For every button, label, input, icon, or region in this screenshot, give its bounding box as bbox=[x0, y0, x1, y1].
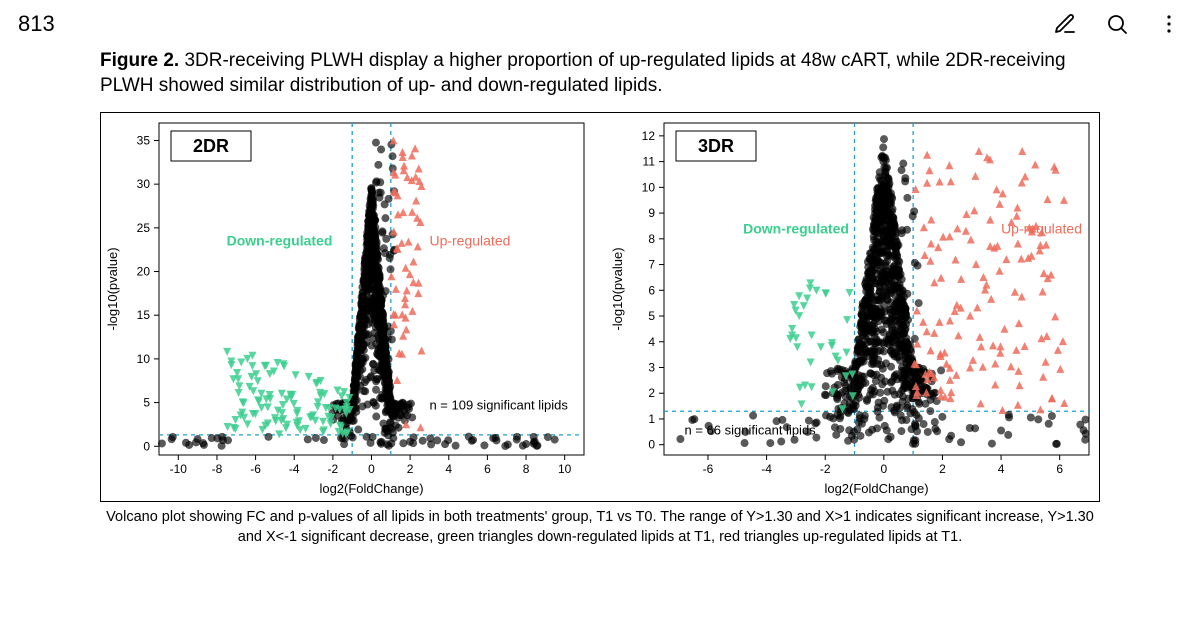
svg-text:3DR: 3DR bbox=[698, 136, 734, 156]
svg-text:0: 0 bbox=[880, 462, 887, 476]
svg-text:-6: -6 bbox=[250, 462, 261, 476]
svg-text:-log10(pvalue): -log10(pvalue) bbox=[610, 248, 625, 331]
volcano-plot-2dr: -10 -8 -6 -4 -2 0 2 4 6 8 10 0 5 10 15 20 25 30 35 log2(Fol… bbox=[101, 113, 594, 501]
svg-text:0: 0 bbox=[143, 439, 150, 453]
plot-left: -10 -8 -6 -4 -2 0 2 4 6 8 10 0 5 10 15 20 25 30 35 log2(Fol… bbox=[101, 113, 594, 501]
svg-text:2DR: 2DR bbox=[193, 136, 229, 156]
svg-text:Down-regulated: Down-regulated bbox=[227, 232, 333, 248]
svg-text:35: 35 bbox=[137, 134, 151, 148]
svg-text:n = 109 significant lipids: n = 109 significant lipids bbox=[429, 398, 568, 413]
svg-text:8: 8 bbox=[523, 462, 530, 476]
svg-text:2: 2 bbox=[648, 386, 655, 400]
svg-text:-2: -2 bbox=[328, 462, 339, 476]
svg-text:4: 4 bbox=[998, 462, 1005, 476]
svg-text:4: 4 bbox=[648, 335, 655, 349]
more-icon[interactable] bbox=[1156, 11, 1182, 37]
svg-text:20: 20 bbox=[137, 265, 151, 279]
svg-text:log2(FoldChange): log2(FoldChange) bbox=[824, 481, 928, 496]
svg-text:-8: -8 bbox=[212, 462, 223, 476]
svg-text:15: 15 bbox=[137, 308, 151, 322]
svg-text:Up-regulated: Up-regulated bbox=[1001, 221, 1082, 237]
svg-text:2: 2 bbox=[407, 462, 414, 476]
svg-text:log2(FoldChange): log2(FoldChange) bbox=[319, 481, 423, 496]
svg-text:25: 25 bbox=[137, 221, 151, 235]
svg-text:8: 8 bbox=[648, 232, 655, 246]
svg-text:10: 10 bbox=[137, 352, 151, 366]
svg-text:Down-regulated: Down-regulated bbox=[743, 221, 849, 237]
svg-text:1: 1 bbox=[648, 412, 655, 426]
svg-text:0: 0 bbox=[368, 462, 375, 476]
topbar-actions bbox=[1052, 11, 1182, 37]
search-icon[interactable] bbox=[1104, 11, 1130, 37]
svg-text:-4: -4 bbox=[289, 462, 300, 476]
svg-text:4: 4 bbox=[445, 462, 452, 476]
svg-text:10: 10 bbox=[642, 180, 656, 194]
figure-caption: Volcano plot showing FC and p-values of … bbox=[100, 508, 1100, 547]
svg-text:12: 12 bbox=[642, 129, 656, 143]
svg-text:-6: -6 bbox=[703, 462, 714, 476]
figure-label: Figure 2. bbox=[100, 50, 179, 71]
svg-text:2: 2 bbox=[939, 462, 946, 476]
svg-text:6: 6 bbox=[484, 462, 491, 476]
svg-text:5: 5 bbox=[143, 396, 150, 410]
topbar: 813 bbox=[0, 0, 1200, 44]
svg-text:0: 0 bbox=[648, 438, 655, 452]
svg-text:-log10(pvalue): -log10(pvalue) bbox=[105, 248, 120, 331]
svg-text:3: 3 bbox=[648, 361, 655, 375]
svg-text:6: 6 bbox=[648, 283, 655, 297]
svg-text:-2: -2 bbox=[820, 462, 831, 476]
figure-title-text: 3DR-receiving PLWH display a higher prop… bbox=[100, 50, 1066, 96]
svg-text:Up-regulated: Up-regulated bbox=[429, 232, 510, 248]
svg-text:n = 66 significant lipids: n = 66 significant lipids bbox=[685, 423, 817, 438]
svg-text:30: 30 bbox=[137, 177, 151, 191]
svg-text:9: 9 bbox=[648, 206, 655, 220]
svg-text:6: 6 bbox=[1056, 462, 1063, 476]
volcano-plot-3dr: -6-4-202460123456789101112log2(FoldChang… bbox=[606, 113, 1099, 501]
figure-title: Figure 2. 3DR-receiving PLWH display a h… bbox=[100, 48, 1100, 98]
edit-icon[interactable] bbox=[1052, 11, 1078, 37]
svg-text:-4: -4 bbox=[761, 462, 772, 476]
plots-row: -10-8-6-4-2024681005101520253035log2(Fol… bbox=[100, 112, 1100, 502]
plot-right: -6-4-202460123456789101112log2(FoldChang… bbox=[606, 113, 1099, 501]
svg-text:10: 10 bbox=[558, 462, 572, 476]
svg-text:7: 7 bbox=[648, 258, 655, 272]
svg-text:11: 11 bbox=[643, 155, 656, 169]
page-number: 813 bbox=[18, 11, 55, 37]
svg-text:-10: -10 bbox=[170, 462, 188, 476]
figure-area: Figure 2. 3DR-receiving PLWH display a h… bbox=[0, 44, 1200, 547]
svg-text:5: 5 bbox=[648, 309, 655, 323]
